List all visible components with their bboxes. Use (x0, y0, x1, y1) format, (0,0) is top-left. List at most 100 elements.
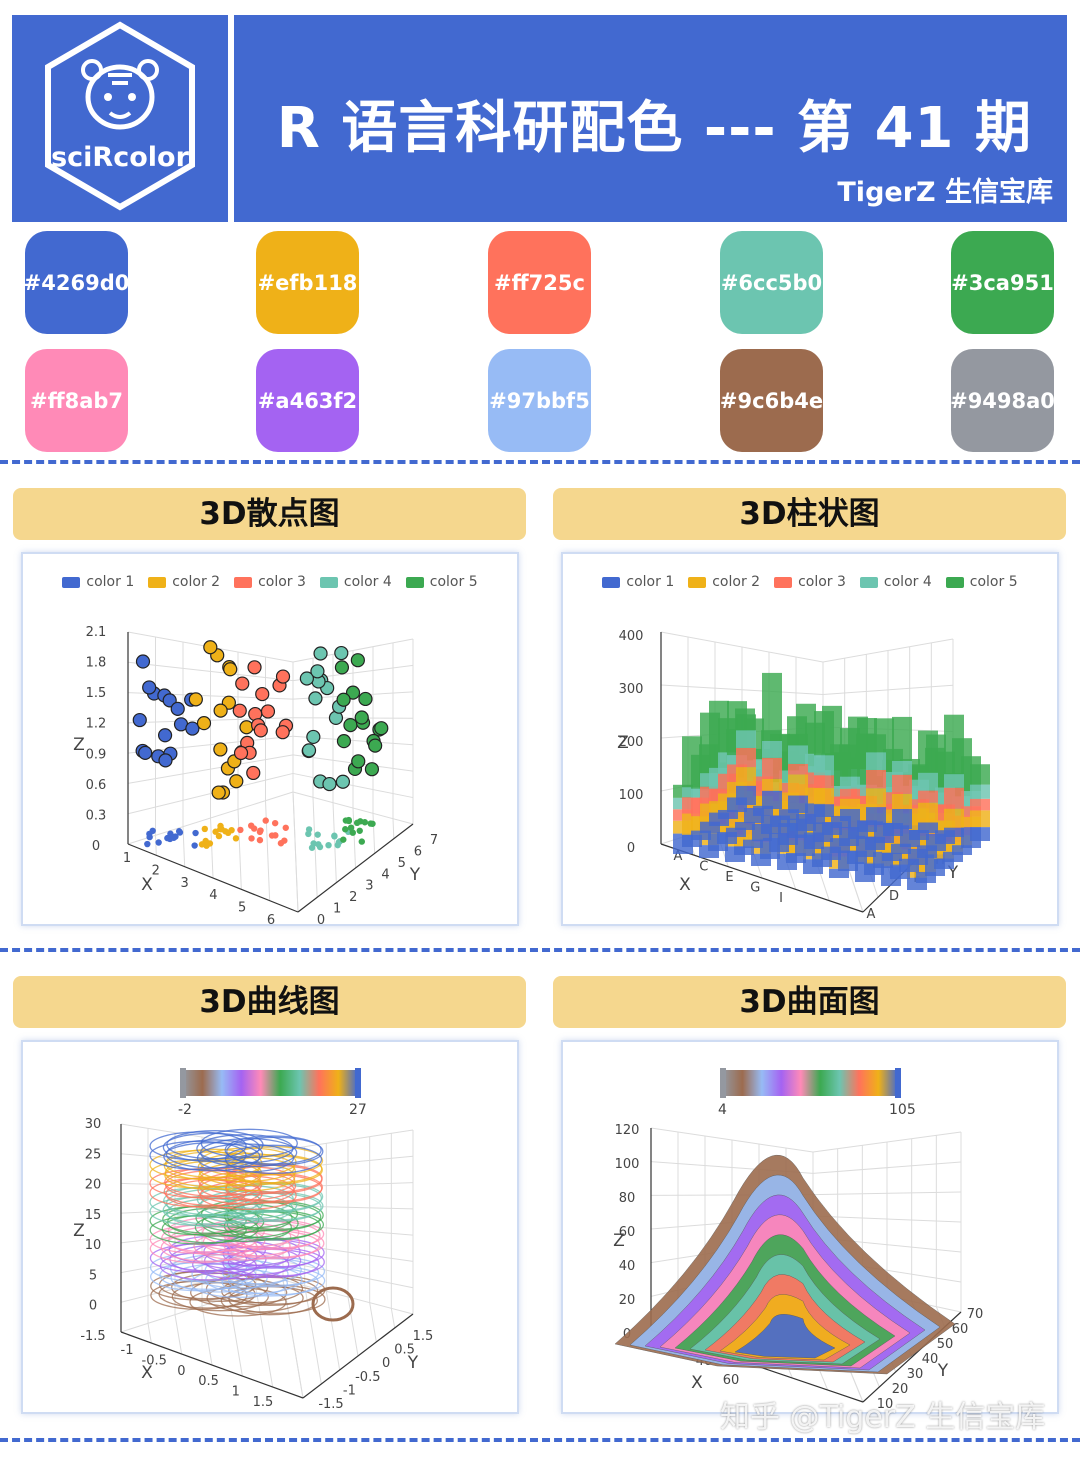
bar-segment[interactable] (866, 788, 886, 808)
bar-segment[interactable] (717, 832, 737, 844)
scatter-point[interactable] (162, 693, 177, 708)
bar-segment[interactable] (840, 776, 860, 789)
bar-segment[interactable] (762, 790, 782, 809)
scatter-point[interactable] (260, 704, 276, 719)
scatter-point[interactable] (350, 653, 365, 668)
colorbar-min-handle[interactable] (720, 1068, 726, 1098)
scatter-point[interactable] (142, 680, 157, 695)
scatter-point[interactable] (358, 691, 373, 707)
bar-segment[interactable] (734, 846, 754, 855)
bar-segment[interactable] (944, 787, 964, 809)
scatter-point[interactable] (334, 660, 350, 675)
bar-segment[interactable] (970, 798, 990, 811)
bar-segment[interactable] (918, 730, 938, 773)
legend-item[interactable]: color 4 (319, 574, 392, 590)
bar-segment[interactable] (970, 764, 990, 785)
bar-segment[interactable] (866, 734, 886, 753)
scatter-point[interactable] (158, 753, 173, 768)
scatter-point[interactable] (213, 742, 228, 757)
scatter-point[interactable] (345, 685, 361, 700)
bar-segment[interactable] (892, 809, 912, 829)
scatter-point[interactable] (354, 710, 369, 725)
bar-segment[interactable] (970, 827, 990, 841)
scatter-point[interactable] (157, 728, 173, 743)
scatter-point[interactable] (368, 738, 383, 753)
scatter-point[interactable] (301, 743, 317, 758)
bar-segment[interactable] (944, 714, 964, 775)
legend-item[interactable]: color 5 (405, 574, 478, 590)
bar-segment[interactable] (743, 839, 763, 848)
scatter-point[interactable] (196, 716, 212, 731)
bar-segment[interactable] (952, 845, 972, 855)
legend-item[interactable]: color 5 (945, 574, 1018, 590)
surface-colorbar[interactable] (720, 1068, 901, 1098)
scatter-point[interactable] (188, 692, 203, 707)
bar-segment[interactable] (762, 778, 782, 791)
bar-segment[interactable] (970, 810, 990, 828)
legend-item[interactable]: color 3 (774, 574, 846, 590)
bar-segment[interactable] (864, 863, 884, 875)
bar-segment[interactable] (829, 868, 849, 878)
bar-segment[interactable] (892, 774, 912, 794)
scatter-point[interactable] (253, 723, 268, 738)
legend-item[interactable]: color 3 (234, 574, 306, 590)
bar-segment[interactable] (736, 785, 756, 805)
scatter-point[interactable] (275, 669, 291, 684)
scatter-point[interactable] (306, 729, 321, 745)
bar-segment[interactable] (866, 769, 886, 789)
legend-item[interactable]: color 2 (148, 574, 220, 590)
bar-segment[interactable] (735, 821, 755, 830)
bar-segment[interactable] (840, 808, 860, 821)
bar-segment[interactable] (866, 752, 886, 770)
scatter-point[interactable] (322, 776, 337, 792)
scatter-point[interactable] (138, 745, 153, 760)
bar-segment[interactable] (944, 827, 964, 837)
bar-segment[interactable] (736, 730, 756, 748)
colorbar-max-handle[interactable] (895, 1068, 901, 1098)
scatter-point[interactable] (132, 712, 147, 728)
scatter-point[interactable] (343, 718, 358, 733)
bar-segment[interactable] (814, 804, 834, 817)
scatter-point[interactable] (232, 703, 247, 718)
line-colorbar[interactable] (180, 1068, 361, 1098)
bar-segment[interactable] (891, 843, 911, 854)
bar-segment[interactable] (892, 793, 912, 810)
bar-segment[interactable] (788, 795, 808, 813)
bar-segment[interactable] (788, 745, 808, 764)
bar-segment[interactable] (736, 747, 756, 768)
bar-segment[interactable] (934, 858, 954, 869)
scatter-point[interactable] (229, 774, 244, 789)
bar-segment[interactable] (691, 830, 711, 840)
legend-item[interactable]: color 1 (62, 574, 134, 590)
scatter-point[interactable] (310, 664, 325, 679)
scatter-point[interactable] (211, 785, 226, 800)
scatter-point[interactable] (275, 725, 290, 740)
bar-segment[interactable] (918, 772, 938, 791)
scatter-point[interactable] (364, 762, 380, 777)
bar-segment[interactable] (970, 784, 990, 799)
bar-segment[interactable] (943, 851, 963, 862)
bar-segment[interactable] (814, 788, 834, 805)
bar-segment[interactable] (918, 822, 938, 833)
bar-segment[interactable] (909, 829, 929, 840)
legend-item[interactable]: color 2 (688, 574, 760, 590)
bar-segment[interactable] (840, 798, 860, 809)
scatter-point[interactable] (213, 703, 228, 718)
bar-segment[interactable] (840, 728, 860, 777)
scatter-point[interactable] (246, 765, 261, 781)
bar-segment[interactable] (788, 733, 808, 746)
bar-segment[interactable] (762, 740, 782, 758)
bar-segment[interactable] (866, 807, 886, 825)
bar-segment[interactable] (882, 852, 902, 861)
bar-segment[interactable] (718, 809, 738, 819)
scatter-point[interactable] (247, 660, 262, 675)
scatter-point[interactable] (335, 774, 351, 789)
bar-segment[interactable] (762, 672, 782, 741)
scatter-point[interactable] (233, 745, 249, 761)
bar-segment[interactable] (753, 805, 773, 816)
scatter-point[interactable] (336, 692, 351, 707)
scatter-point[interactable] (336, 734, 352, 749)
legend-item[interactable]: color 4 (859, 574, 932, 590)
bar-segment[interactable] (840, 788, 860, 799)
bar-segment[interactable] (892, 760, 912, 775)
